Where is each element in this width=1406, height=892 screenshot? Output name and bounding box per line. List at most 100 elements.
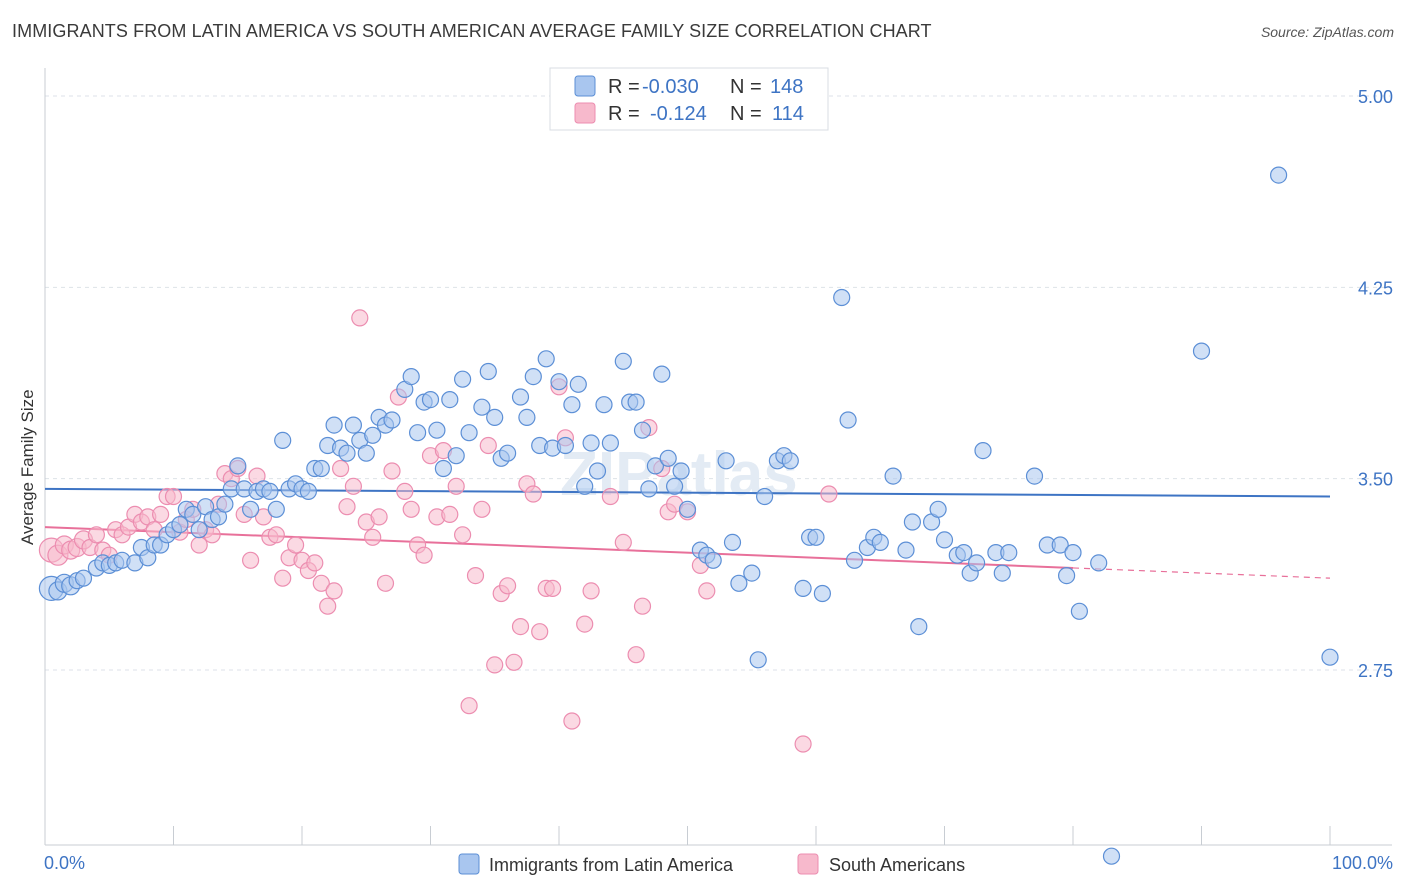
data-point-latin-america: [659, 449, 677, 467]
data-point-latin-america: [447, 447, 465, 465]
data-point-latin-america: [312, 459, 330, 478]
data-point-south-americans: [460, 697, 478, 715]
data-point-latin-america: [242, 500, 260, 518]
data-point-latin-america: [910, 617, 928, 636]
legend-n-label: N =: [730, 76, 762, 98]
data-point-south-americans: [376, 574, 395, 592]
data-point-latin-america: [614, 352, 632, 370]
data-point-latin-america: [409, 424, 427, 442]
legend-swatch-pink: [574, 102, 596, 124]
data-point-latin-america: [563, 396, 581, 414]
data-point-latin-america: [364, 426, 382, 444]
chart-title: IMMIGRANTS FROM LATIN AMERICA VS SOUTH A…: [12, 21, 932, 41]
data-point-latin-america: [267, 500, 285, 518]
data-point-south-americans: [486, 656, 504, 674]
trend-line-south-americans-extension: [1072, 567, 1331, 579]
data-point-latin-america: [633, 421, 652, 439]
bottom-legend: Immigrants from Latin America South Amer…: [458, 853, 965, 875]
bottom-legend-swatch-pink: [797, 853, 819, 875]
data-point-south-americans: [582, 582, 600, 600]
legend-n-value-pink: 114: [772, 103, 804, 125]
data-point-latin-america: [338, 444, 356, 462]
y-tick-label: 3.50: [1358, 470, 1393, 490]
data-point-south-americans: [370, 508, 388, 526]
data-point-latin-america: [1057, 566, 1076, 585]
data-point-latin-america: [325, 416, 343, 434]
data-point-south-americans: [614, 533, 632, 552]
data-point-latin-america: [537, 350, 555, 368]
data-point-latin-america: [190, 521, 208, 539]
data-point-south-americans: [312, 574, 330, 592]
data-point-south-americans: [274, 569, 292, 587]
data-point-latin-america: [730, 574, 748, 592]
x-tick-label: 0.0%: [44, 853, 85, 873]
legend-r-value-blue: -0.030: [642, 76, 699, 98]
data-point-latin-america: [383, 411, 401, 429]
data-point-latin-america: [1064, 543, 1082, 562]
data-point-south-americans: [454, 526, 472, 544]
data-point-latin-america: [499, 444, 517, 462]
data-point-latin-america: [1321, 648, 1339, 666]
legend-box: R = -0.030 N = 148 R = -0.124 N = 114: [549, 67, 829, 131]
data-point-latin-america: [1025, 467, 1044, 485]
data-point-south-americans: [319, 597, 337, 615]
axes: [44, 68, 1392, 846]
data-point-latin-america: [813, 584, 832, 603]
data-point-latin-america: [441, 391, 459, 409]
data-point-latin-america: [781, 452, 799, 470]
data-point-latin-america: [595, 396, 613, 414]
data-point-latin-america: [216, 495, 234, 513]
data-points: [38, 166, 1339, 865]
data-point-latin-america: [229, 457, 247, 475]
data-point-south-americans: [383, 462, 401, 480]
data-point-latin-america: [1269, 166, 1288, 184]
data-point-south-americans: [338, 498, 356, 516]
data-point-south-americans: [820, 485, 838, 503]
data-point-south-americans: [531, 623, 549, 641]
bottom-legend-swatch-blue: [458, 853, 480, 875]
data-point-latin-america: [357, 444, 375, 462]
data-point-latin-america: [672, 462, 690, 480]
data-point-south-americans: [505, 653, 523, 671]
data-point-latin-america: [1070, 602, 1089, 620]
data-point-latin-america: [704, 551, 722, 569]
data-point-latin-america: [428, 421, 446, 439]
data-point-latin-america: [454, 370, 472, 388]
data-point-latin-america: [807, 528, 825, 546]
data-point-latin-america: [653, 365, 671, 383]
data-point-latin-america: [640, 480, 658, 498]
bottom-legend-label-blue: Immigrants from Latin America: [489, 855, 734, 875]
data-point-latin-america: [717, 452, 735, 470]
data-point-latin-america: [929, 500, 947, 518]
data-point-latin-america: [601, 434, 620, 452]
data-point-south-americans: [164, 487, 183, 506]
data-point-south-americans: [344, 477, 362, 495]
y-tick-label: 4.25: [1358, 278, 1393, 298]
data-point-latin-america: [993, 564, 1011, 582]
legend-r-value-pink: -0.124: [650, 103, 707, 125]
data-point-latin-america: [261, 482, 279, 500]
data-point-latin-america: [569, 375, 587, 393]
data-point-south-americans: [396, 482, 414, 500]
data-point-latin-america: [755, 487, 774, 506]
data-point-latin-america: [184, 505, 202, 524]
data-point-latin-america: [955, 543, 973, 562]
data-point-south-americans: [402, 500, 420, 518]
data-point-south-americans: [306, 554, 324, 572]
data-point-south-americans: [576, 615, 594, 633]
data-point-latin-america: [794, 579, 812, 598]
data-point-south-americans: [524, 485, 542, 503]
data-point-latin-america: [74, 569, 93, 587]
data-point-south-americans: [511, 617, 530, 636]
data-point-latin-america: [299, 482, 317, 500]
data-point-latin-america: [678, 500, 697, 518]
data-point-south-americans: [698, 582, 716, 600]
data-point-latin-america: [897, 541, 915, 559]
x-tick-label: 100.0%: [1332, 853, 1393, 873]
data-point-south-americans: [415, 546, 433, 564]
legend-n-value-blue: 148: [770, 76, 803, 98]
data-point-latin-america: [974, 442, 992, 460]
data-point-south-americans: [254, 508, 273, 526]
data-point-south-americans: [267, 526, 285, 544]
data-point-south-americans: [332, 459, 350, 478]
